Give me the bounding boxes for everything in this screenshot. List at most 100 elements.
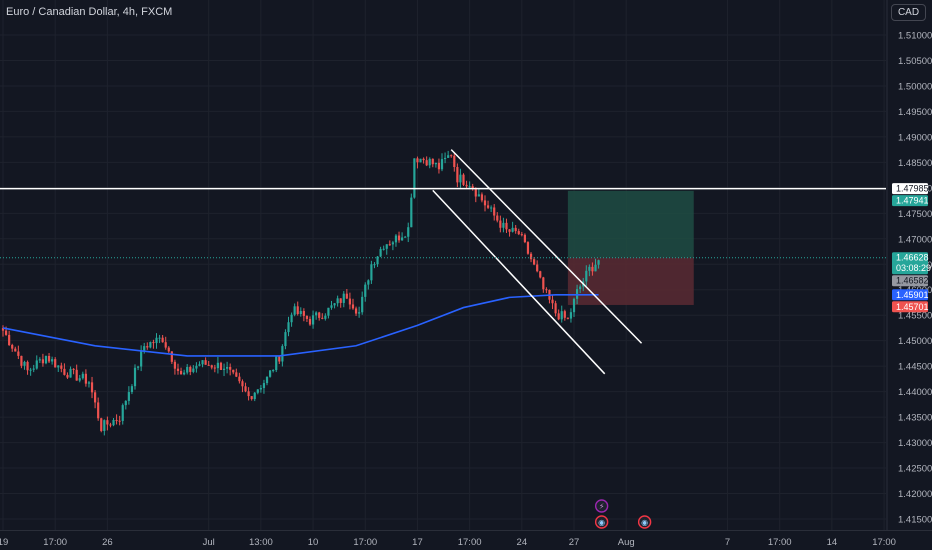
candle-body <box>505 222 508 230</box>
candle-body <box>204 360 207 365</box>
candle-body <box>235 372 238 377</box>
candle-body <box>57 365 60 368</box>
y-tick-label: 1.51000 <box>898 31 932 42</box>
candle-body <box>431 158 434 165</box>
y-tick-label: 1.42000 <box>898 489 932 500</box>
candle-body <box>588 266 591 271</box>
candle-body <box>66 374 69 378</box>
candle-body <box>542 277 545 290</box>
candle-body <box>179 370 183 375</box>
price-label-box <box>892 275 928 287</box>
candle-body <box>566 317 569 319</box>
dividend-event-icon-glyph: ⚡ <box>599 502 605 511</box>
candle-body <box>253 392 256 400</box>
y-tick-label: 1.42500 <box>898 464 932 475</box>
candle-body <box>579 286 582 290</box>
candle-body <box>330 305 333 308</box>
candle-body <box>4 330 8 335</box>
candle-body <box>222 368 226 370</box>
candle-body <box>382 248 385 250</box>
candle-body <box>560 311 563 320</box>
candle-body <box>339 298 342 303</box>
candle-body <box>483 200 487 206</box>
candle-body <box>523 234 526 243</box>
candle-body <box>462 174 465 185</box>
candle-body <box>216 362 219 369</box>
candle-body <box>11 344 14 349</box>
x-tick-label: 17:00 <box>872 537 896 548</box>
candle-body <box>419 158 422 163</box>
candle-body <box>422 158 425 161</box>
candle-body <box>112 419 115 426</box>
channel-lower-line <box>432 189 606 375</box>
candle-body <box>342 293 345 303</box>
candle-body <box>20 355 23 366</box>
candle-body <box>164 342 167 348</box>
y-tick-label: 1.50500 <box>898 56 932 67</box>
currency-button[interactable]: CAD <box>891 4 926 21</box>
candle-body <box>87 382 91 384</box>
candle-body <box>198 364 201 366</box>
candle-body <box>569 312 573 319</box>
candle-body <box>327 307 330 316</box>
economic-event-icon[interactable] <box>637 515 652 529</box>
candle-body <box>388 244 391 246</box>
candle-body <box>287 322 290 333</box>
x-tick-label: 13:00 <box>249 537 273 548</box>
candle-body <box>477 194 480 197</box>
candle-body <box>502 222 505 228</box>
candle-body <box>474 189 477 197</box>
candle-body <box>529 253 533 260</box>
candle-body <box>69 368 72 378</box>
candle-body <box>229 366 232 370</box>
candle-body <box>296 306 299 315</box>
y-tick-label: 1.49500 <box>898 107 932 118</box>
candle-body <box>173 361 177 369</box>
earnings-event-icon[interactable] <box>594 515 609 529</box>
candle-body <box>241 381 244 387</box>
candle-body <box>545 289 548 291</box>
candle-body <box>407 227 410 237</box>
candle-body <box>155 337 158 344</box>
x-tick-label: 19 <box>0 537 8 548</box>
candle-body <box>23 361 26 366</box>
candle-body <box>124 400 127 406</box>
candle-body <box>493 207 496 216</box>
candle-body <box>370 264 373 281</box>
candle-body <box>256 389 259 393</box>
candle-body <box>32 368 35 370</box>
candle-body <box>468 186 471 188</box>
candle-body <box>404 236 407 238</box>
candle-body <box>465 184 468 187</box>
y-tick-label: 1.48500 <box>898 158 932 169</box>
x-tick-label: 7 <box>725 537 730 548</box>
candle-body <box>597 260 600 265</box>
candle-body <box>259 388 262 390</box>
countdown-label: 03:08:29 <box>896 263 931 273</box>
price-label: 1.45901 <box>896 290 929 300</box>
price-axis <box>887 0 932 550</box>
candle-body <box>8 334 11 345</box>
candle-body <box>526 242 530 254</box>
candle-body <box>563 311 566 318</box>
candle-body <box>278 356 281 362</box>
candle-body <box>401 237 404 241</box>
candle-body <box>195 365 198 369</box>
candle-body <box>511 227 514 232</box>
candle-body <box>44 355 48 364</box>
candle-body <box>345 293 348 299</box>
x-tick-label: 14 <box>827 537 838 548</box>
price-label: 1.45701 <box>896 302 929 312</box>
dividend-event-icon[interactable] <box>594 499 609 513</box>
candle-body <box>486 205 490 208</box>
candle-body <box>373 264 376 266</box>
candle-body <box>75 369 78 381</box>
x-tick-label: Jul <box>203 537 215 548</box>
candle-body <box>207 364 210 366</box>
candle-body <box>456 167 459 183</box>
candle-body <box>167 347 170 352</box>
candle-body <box>275 356 278 371</box>
candle-body <box>416 158 419 163</box>
